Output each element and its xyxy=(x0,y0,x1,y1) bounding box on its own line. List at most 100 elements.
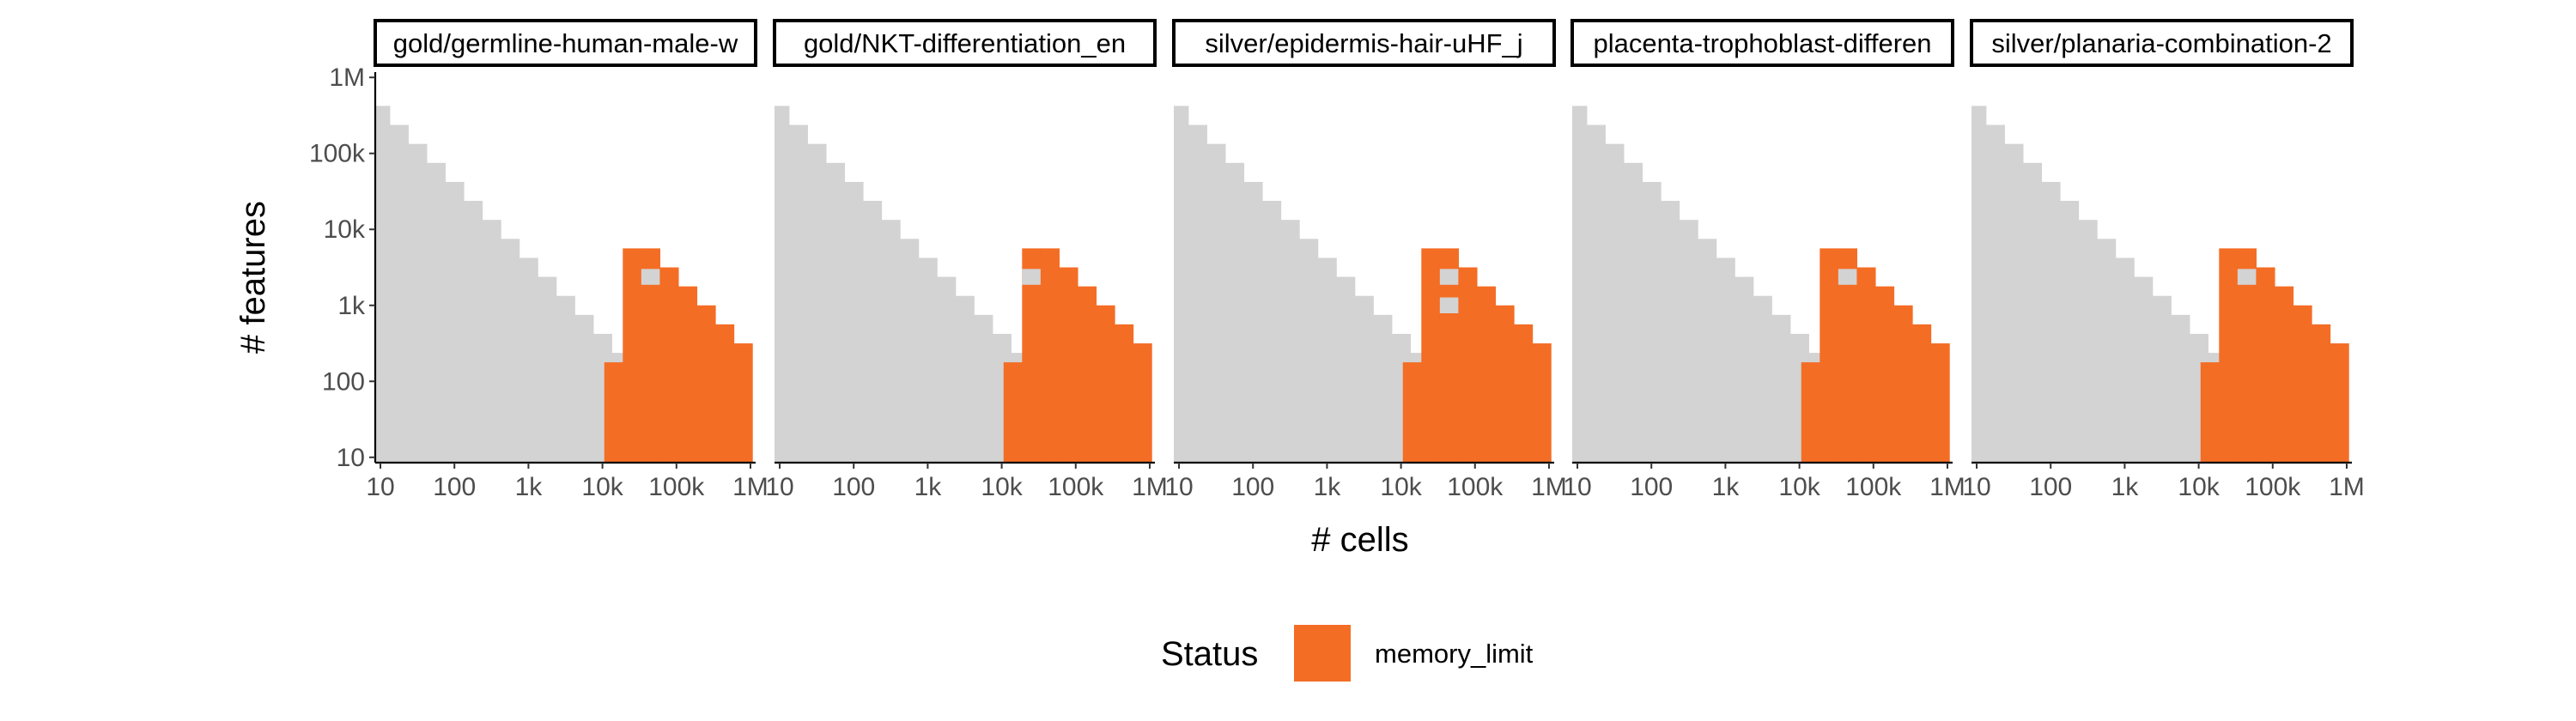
facet-panel: 10 100 1k 10k 100k 1M silver/epidermis-hair-uH… xyxy=(1164,19,1567,501)
memory-limit-cell xyxy=(1133,343,1152,463)
legend: Status memory_limit xyxy=(1161,625,1534,682)
legend-key-memory-limit xyxy=(1294,625,1351,682)
x-tick-label: 1k xyxy=(1314,473,1342,501)
x-tick-label: 1k xyxy=(2111,473,2140,501)
memory-limit-cell xyxy=(659,267,679,463)
memory-limit-cell xyxy=(696,305,716,463)
x-tick-label: 100 xyxy=(832,473,875,501)
x-tick-label: 1k xyxy=(515,473,544,501)
memory-limit-cell xyxy=(1476,286,1497,463)
memory-limit-cell xyxy=(1115,324,1134,463)
x-tick-label: 10k xyxy=(2178,473,2220,501)
x-tick-label: 1k xyxy=(1712,473,1741,501)
evaluated-cell xyxy=(1439,297,1459,313)
facet-strip xyxy=(1172,19,1556,67)
x-axis-title: # cells xyxy=(1311,521,1408,559)
evaluated-cell xyxy=(1188,124,1207,463)
evaluated-cell xyxy=(1753,295,1772,463)
memory-limit-cell xyxy=(1930,343,1950,463)
evaluated-cell xyxy=(2152,295,2172,463)
memory-limit-cell xyxy=(604,362,623,463)
memory-limit-cell xyxy=(2237,248,2257,463)
memory-limit-cell xyxy=(1514,324,1534,463)
memory-limit-cell xyxy=(623,248,642,463)
x-tick-label: 10k xyxy=(1380,473,1422,501)
memory-limit-cell xyxy=(2330,343,2349,463)
y-tick-label: 1k xyxy=(337,292,366,320)
x-tick-label: 10k xyxy=(981,473,1023,501)
facet-panel: 10 100 1k 10k 100k 1M gold/NKT-differentiation… xyxy=(765,19,1168,501)
evaluated-cell xyxy=(538,276,557,463)
evaluated-cell xyxy=(1586,124,1606,463)
facet-strip xyxy=(374,19,757,67)
heatmap-cells xyxy=(1174,106,1552,463)
evaluated-cell xyxy=(463,201,483,463)
memory-limit-cell xyxy=(2274,286,2294,463)
evaluated-cell xyxy=(937,276,957,463)
memory-limit-cell xyxy=(641,248,660,463)
memory-limit-cell xyxy=(1003,362,1023,463)
evaluated-cell xyxy=(1224,162,1245,463)
evaluated-cell xyxy=(974,314,993,463)
evaluated-cell xyxy=(2115,258,2135,463)
facet-title: placenta-trophoblast-differen xyxy=(1593,28,1931,58)
evaluated-cell xyxy=(1838,269,1857,285)
evaluated-cell xyxy=(1572,106,1588,463)
heatmap-cells xyxy=(375,106,753,463)
evaluated-cell xyxy=(519,258,538,463)
memory-limit-cell xyxy=(1096,305,1115,463)
facet-title: gold/germline-human-male-w xyxy=(393,28,738,58)
evaluated-cell xyxy=(1716,258,1735,463)
y-tick-label: 1M xyxy=(329,64,365,92)
evaluated-cell xyxy=(1206,143,1226,463)
memory-limit-cell xyxy=(1059,267,1078,463)
y-tick-label: 100k xyxy=(309,140,366,168)
x-tick-label: 10 xyxy=(366,473,394,501)
x-tick-label: 100k xyxy=(1845,473,1902,501)
evaluated-cell xyxy=(1642,181,1662,463)
x-tick-label: 10 xyxy=(1164,473,1193,501)
memory-limit-cell xyxy=(1022,248,1042,463)
evaluated-cell xyxy=(1735,276,1754,463)
evaluated-cell xyxy=(2004,143,2024,463)
x-tick-label: 100 xyxy=(1630,473,1673,501)
evaluated-cell xyxy=(1679,220,1698,463)
memory-limit-cell xyxy=(1893,305,1913,463)
evaluated-cell xyxy=(1299,239,1319,463)
x-tick-label: 100 xyxy=(2029,473,2072,501)
memory-limit-cell xyxy=(1820,248,1839,463)
memory-limit-cell xyxy=(1402,362,1422,463)
evaluated-cell xyxy=(862,201,883,463)
memory-limit-cell xyxy=(1801,362,1820,463)
memory-limit-cell xyxy=(2256,267,2275,463)
facet-panel: 10 100 1k 10k 100k 1M silver/planaria-combinat… xyxy=(1962,19,2365,501)
memory-limit-cell xyxy=(1040,248,1060,463)
x-tick-label: 10 xyxy=(1962,473,1990,501)
evaluated-cell xyxy=(2059,201,2080,463)
evaluated-cell xyxy=(825,162,846,463)
x-tick-label: 100 xyxy=(1231,473,1274,501)
x-tick-label: 1M xyxy=(1132,473,1168,501)
evaluated-cell xyxy=(1605,143,1625,463)
evaluated-cell xyxy=(556,295,575,463)
x-tick-label: 100 xyxy=(433,473,476,501)
facet-strip xyxy=(1970,19,2354,67)
evaluated-cell xyxy=(1623,162,1643,463)
facet-strip xyxy=(1571,19,1954,67)
evaluated-cell xyxy=(1660,201,1680,463)
evaluated-cell xyxy=(426,162,447,463)
evaluated-cell xyxy=(408,143,428,463)
evaluated-cell xyxy=(955,295,975,463)
memory-limit-cell xyxy=(677,286,698,463)
x-tick-label: 1M xyxy=(1531,473,1567,501)
evaluated-cell xyxy=(641,269,660,285)
evaluated-cell xyxy=(445,181,465,463)
heatmap-cells xyxy=(1971,106,2349,463)
evaluated-cell xyxy=(389,124,409,463)
memory-limit-cell xyxy=(2200,362,2220,463)
x-tick-label: 10 xyxy=(1563,473,1591,501)
legend-title: Status xyxy=(1161,635,1258,673)
memory-limit-cell xyxy=(1458,267,1478,463)
evaluated-cell xyxy=(574,314,594,463)
